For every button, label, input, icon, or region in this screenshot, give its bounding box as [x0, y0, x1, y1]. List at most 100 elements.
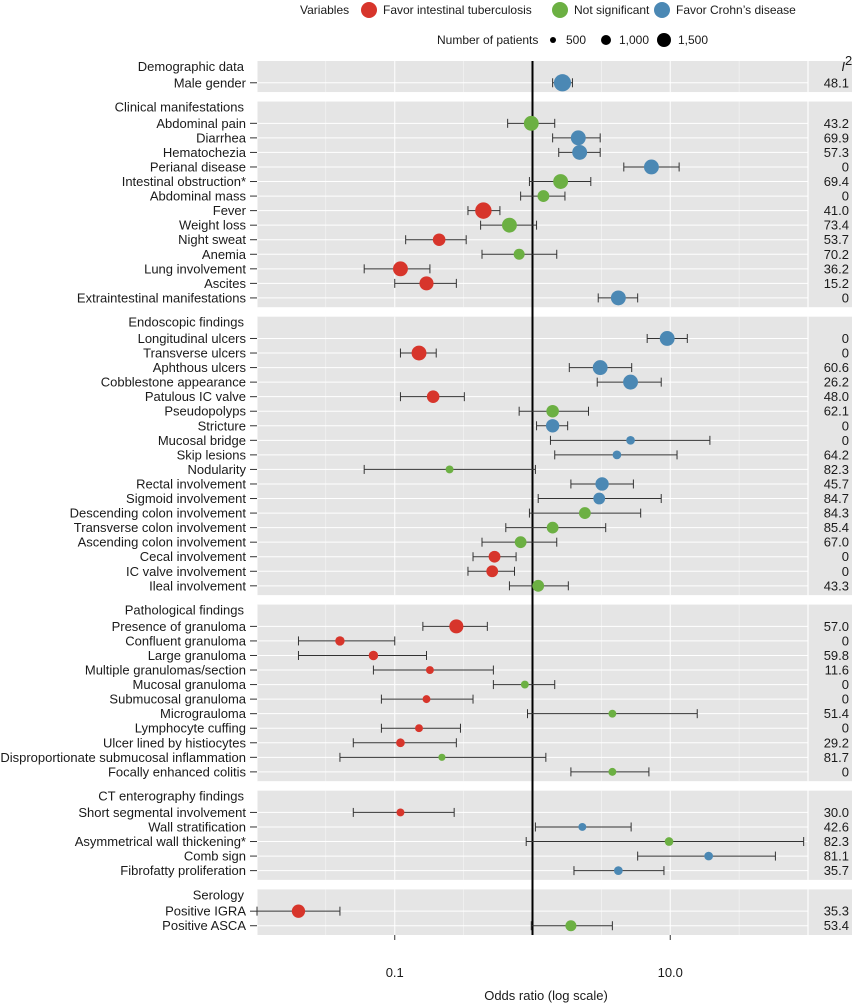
- or-point: [545, 419, 560, 433]
- row-label: Fibrofatty proliferation: [120, 863, 246, 878]
- or-point: [614, 866, 623, 875]
- or-point: [565, 920, 577, 932]
- group-header: Demographic data: [138, 59, 245, 74]
- row-label: Intestinal obstruction*: [122, 174, 246, 189]
- legend-favor-cd-label: Favor Crohn’s disease: [676, 3, 796, 17]
- row-label: Positive IGRA: [165, 904, 246, 919]
- row-label: Fever: [213, 203, 247, 218]
- legend-size-1000-label: 1,000: [619, 33, 649, 47]
- i2-value: 51.4: [824, 706, 849, 721]
- row-label: Lung involvement: [144, 261, 246, 276]
- row-label: Presence of granuloma: [112, 619, 247, 634]
- i2-value: 48.0: [824, 389, 849, 404]
- panel-bg-4: [257, 790, 852, 880]
- row-label: Perianal disease: [150, 159, 246, 174]
- or-point: [411, 345, 427, 361]
- row-label: Pseudopolyps: [164, 404, 246, 419]
- i2-value: 82.3: [824, 834, 849, 849]
- row-label: Cecal involvement: [140, 549, 247, 564]
- i2-value: 0: [842, 346, 849, 361]
- row-label: Anemia: [202, 247, 247, 262]
- row-label: Disproportionate submucosal inflammation: [0, 750, 246, 765]
- or-point: [449, 619, 464, 634]
- row-label: Micrograuloma: [160, 706, 247, 721]
- legend: Variables Favor intestinal tuberculosis …: [300, 2, 796, 47]
- i2-value: 43.3: [824, 578, 849, 593]
- legend-size-title: Number of patients: [437, 33, 538, 47]
- or-point: [623, 374, 638, 390]
- i2-value: 0: [842, 549, 849, 564]
- row-label: Lymphocyte cuffing: [135, 721, 246, 736]
- i2-value: 69.9: [824, 130, 849, 145]
- or-point: [486, 565, 499, 578]
- panel-bg-5: [257, 889, 852, 935]
- i2-header: I: [841, 59, 845, 74]
- panel-bg-1: [257, 101, 852, 308]
- i2-value: 53.7: [824, 232, 849, 247]
- i2-value: 0: [842, 290, 849, 305]
- or-point: [396, 738, 405, 748]
- i2-value: 0: [842, 564, 849, 579]
- row-label: Stricture: [198, 418, 246, 433]
- panel-bg-3: [257, 604, 852, 782]
- or-point: [664, 837, 674, 846]
- or-point: [572, 144, 588, 160]
- or-point: [514, 536, 527, 549]
- row-label: Ascites: [204, 276, 246, 291]
- i2-value: 0: [842, 692, 849, 707]
- i2-header-sup: 2: [845, 53, 852, 68]
- or-point: [553, 174, 569, 189]
- or-point: [553, 74, 572, 92]
- or-point: [608, 709, 617, 718]
- row-label: Abdominal mass: [150, 189, 247, 204]
- row-label: Hematochezia: [163, 145, 247, 160]
- legend-size-1500-swatch: [657, 33, 671, 47]
- or-point: [643, 159, 659, 175]
- i2-value: 84.3: [824, 506, 849, 521]
- or-point: [592, 360, 608, 376]
- row-label: Wall stratification: [148, 819, 246, 834]
- or-point: [608, 767, 617, 776]
- i2-value: 42.6: [824, 819, 849, 834]
- row-label: Abdominal pain: [156, 116, 246, 131]
- or-point: [501, 217, 517, 233]
- i2-value: 0: [842, 677, 849, 692]
- i2-value: 26.2: [824, 375, 849, 390]
- row-label: Mucosal bridge: [158, 433, 246, 448]
- i2-value: 41.0: [824, 203, 849, 218]
- i2-value: 0: [842, 189, 849, 204]
- or-point: [537, 190, 550, 202]
- row-label: Cobblestone appearance: [101, 375, 246, 390]
- i2-value: 0: [842, 764, 849, 779]
- row-label: Confluent granuloma: [125, 633, 246, 648]
- or-point: [426, 390, 440, 403]
- row-label: Aphthous ulcers: [153, 360, 247, 375]
- x-axis: 0.1 10.0 Odds ratio (log scale): [386, 965, 683, 1003]
- or-point: [425, 666, 434, 674]
- i2-value: 35.7: [824, 863, 849, 878]
- or-point: [520, 680, 529, 689]
- or-point: [488, 550, 501, 563]
- row-label: Nodularity: [187, 462, 246, 477]
- i2-value: 0: [842, 159, 849, 174]
- or-point: [445, 465, 454, 474]
- i2-value: 81.1: [824, 849, 849, 864]
- i2-value: 36.2: [824, 261, 849, 276]
- i2-value: 0: [842, 433, 849, 448]
- legend-size-500-swatch: [550, 37, 556, 43]
- row-label: Focally enhanced colitis: [108, 764, 247, 779]
- legend-favor-cd-swatch: [654, 2, 670, 18]
- row-label: Positive ASCA: [162, 918, 246, 933]
- row-label: Ascending colon involvement: [78, 535, 247, 550]
- i2-value: 0: [842, 721, 849, 736]
- row-label: Submucosal granuloma: [109, 692, 246, 707]
- row-label: Asymmetrical wall thickening*: [75, 834, 246, 849]
- i2-value: 57.0: [824, 619, 849, 634]
- legend-not-significant-label: Not significant: [574, 3, 650, 17]
- row-label: Short segmental involvement: [78, 805, 246, 820]
- i2-value: 0: [842, 633, 849, 648]
- legend-size-1000-swatch: [601, 35, 611, 45]
- i2-value: 29.2: [824, 735, 849, 750]
